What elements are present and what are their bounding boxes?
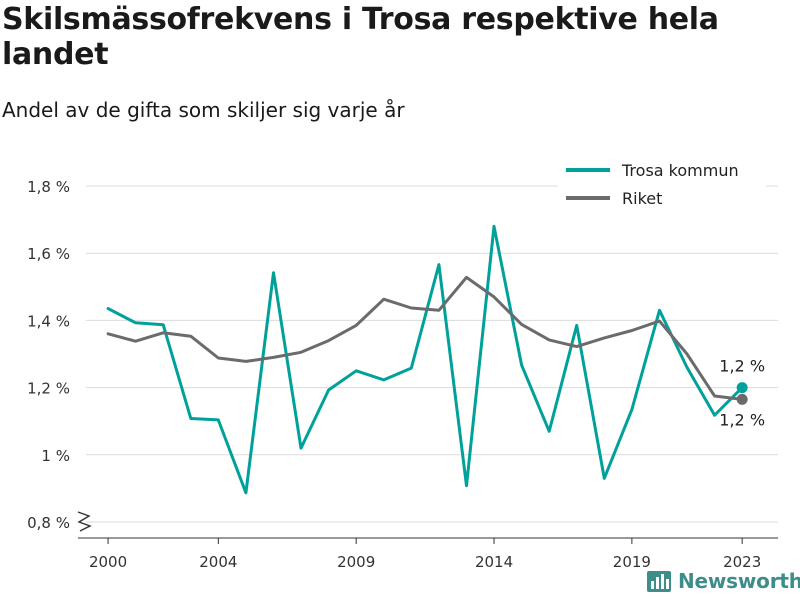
series-end-label-0: 1,2 % <box>719 357 765 376</box>
series-end-marker-0 <box>736 382 748 394</box>
legend-label-0: Trosa kommun <box>621 161 739 180</box>
series-end-marker-1 <box>736 393 748 405</box>
y-tick-label: 0,8 % <box>27 514 70 532</box>
y-tick-label: 1,6 % <box>27 245 70 263</box>
legend-label-1: Riket <box>622 189 662 208</box>
brand-logo: Newsworthy <box>646 568 800 594</box>
series-line-0 <box>106 224 744 495</box>
x-tick-label: 2023 <box>723 553 761 571</box>
page-title: Skilsmässofrekvens i Trosa respektive he… <box>2 2 719 72</box>
x-tick-label: 2014 <box>475 553 513 571</box>
brand-name: Newsworthy <box>678 569 800 593</box>
axis-break-icon <box>77 511 92 532</box>
x-tick-label: 2000 <box>89 553 127 571</box>
y-tick-label: 1,2 % <box>27 380 70 398</box>
newsworthy-icon <box>647 571 671 592</box>
x-tick-label: 2009 <box>337 553 375 571</box>
series-end-label-1: 1,2 % <box>719 410 765 429</box>
y-tick-label: 1 % <box>41 447 70 465</box>
series-line-1 <box>106 275 744 401</box>
legend-background <box>558 156 766 214</box>
y-tick-label: 1,4 % <box>27 312 70 330</box>
page-subtitle: Andel av de gifta som skiljer sig varje … <box>2 98 405 122</box>
x-tick-label: 2004 <box>199 553 237 571</box>
x-tick-label: 2019 <box>613 553 651 571</box>
y-tick-label: 1,8 % <box>27 178 70 196</box>
